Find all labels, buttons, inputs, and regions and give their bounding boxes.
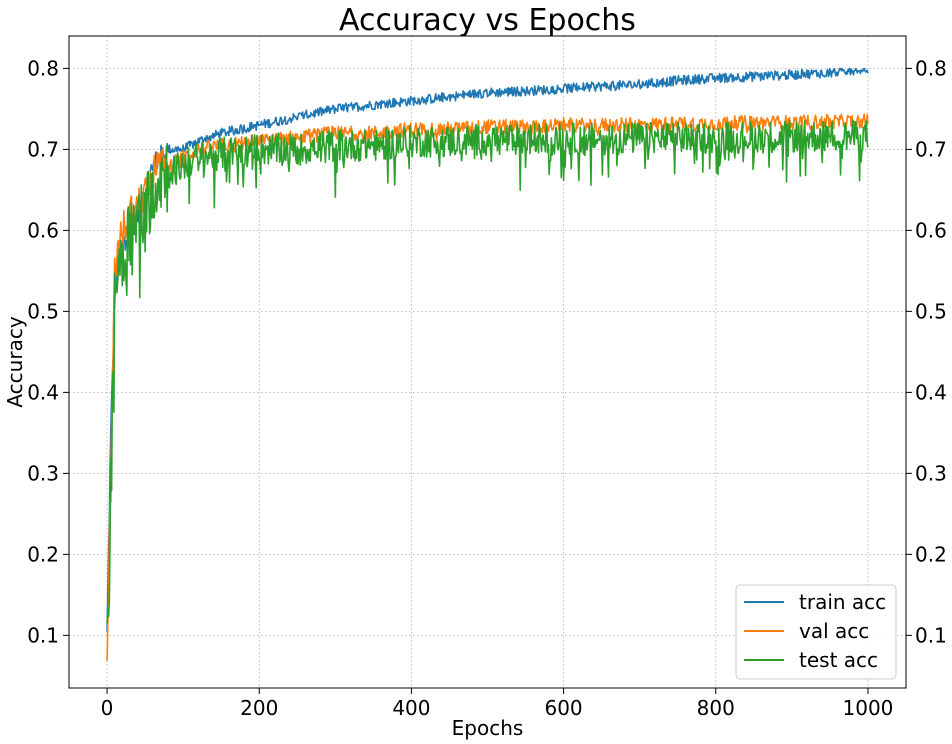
legend-label: train acc <box>799 590 886 614</box>
y-axis-label: Accuracy <box>3 316 27 407</box>
x-tick-label: 200 <box>240 696 278 720</box>
y-tick-label: 0.6 <box>27 218 59 242</box>
legend: train acc val acc test acc <box>735 584 897 680</box>
y-right-tick-label: 0.6 <box>915 218 947 242</box>
series-line-train-acc <box>106 67 869 632</box>
legend-label: val acc <box>799 619 869 643</box>
y-tick-label: 0.2 <box>27 542 59 566</box>
y-right-tick-label: 0.8 <box>915 56 947 80</box>
legend-label: test acc <box>799 648 878 672</box>
plot-frame <box>68 35 907 689</box>
series-line-test-acc <box>106 119 869 624</box>
y-right-tick-label: 0.1 <box>915 623 947 647</box>
y-right-tick-label: 0.4 <box>915 380 947 404</box>
chart-title: Accuracy vs Epochs <box>339 3 636 38</box>
x-tick-label: 0 <box>101 696 114 720</box>
y-tick-label: 0.4 <box>27 380 59 404</box>
series-lines <box>106 67 869 662</box>
y-right-tick-label: 0.2 <box>915 542 947 566</box>
legend-box <box>735 584 897 680</box>
series-line-val-acc <box>106 113 869 662</box>
x-tick-label: 800 <box>697 696 735 720</box>
y-right-tick-label: 0.3 <box>915 461 947 485</box>
y-tick-label: 0.3 <box>27 461 59 485</box>
x-axis-label: Epochs <box>452 716 524 740</box>
y-tick-label: 0.7 <box>27 137 59 161</box>
y-right-tick-label: 0.5 <box>915 299 947 323</box>
y-tick-label: 0.1 <box>27 623 59 647</box>
y-tick-label: 0.8 <box>27 56 59 80</box>
axis-ticks: 0 200 400 600 800 1000 0.1 0.1 0.2 0.2 0.3 0.3 0.4 0.… <box>27 56 947 720</box>
x-tick-label: 400 <box>392 696 430 720</box>
y-tick-label: 0.5 <box>27 299 59 323</box>
y-right-tick-label: 0.7 <box>915 137 947 161</box>
x-tick-label: 1000 <box>843 696 894 720</box>
x-tick-label: 600 <box>544 696 582 720</box>
